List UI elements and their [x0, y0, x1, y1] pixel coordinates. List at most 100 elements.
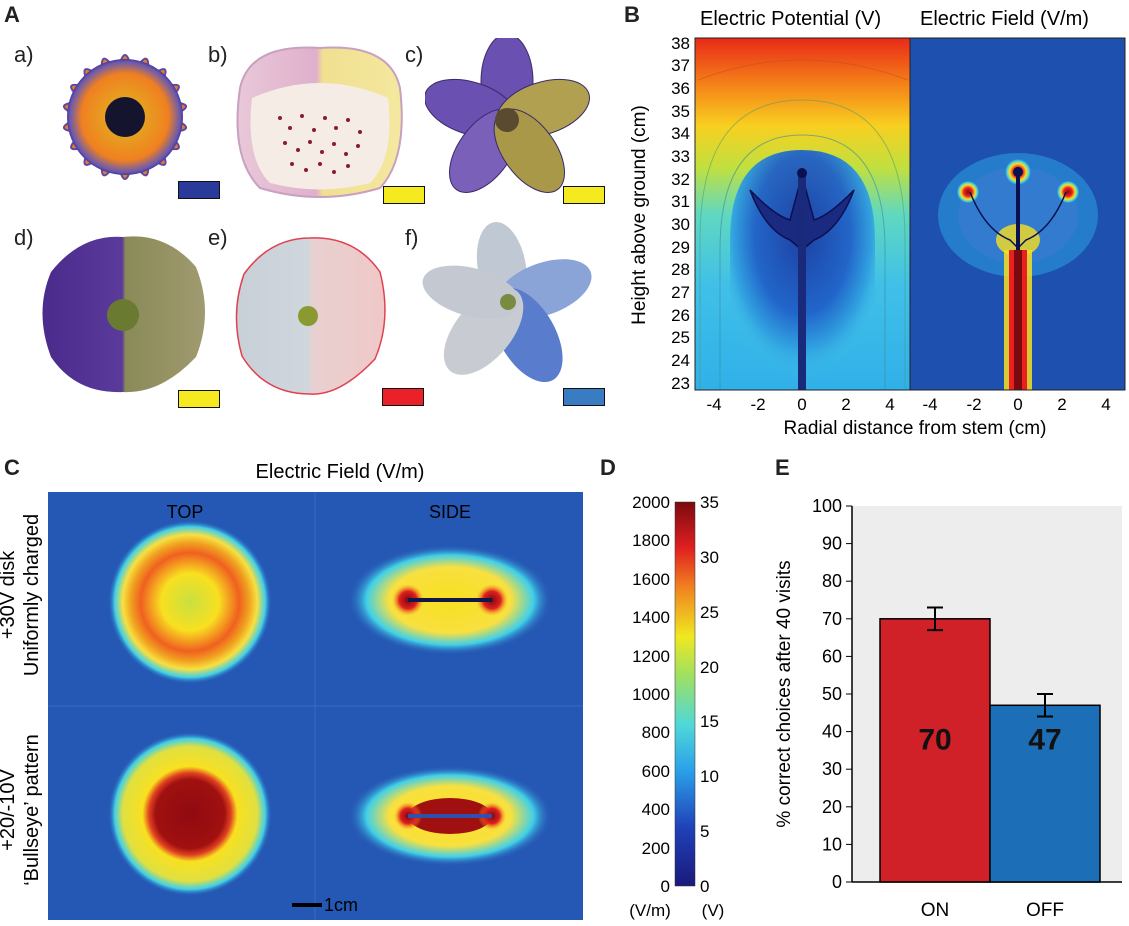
- panel-d-letter: D: [600, 455, 616, 480]
- d-right-tick: 5: [700, 822, 709, 841]
- e-bar-value-label: 70: [918, 724, 951, 757]
- d-right-tick: 30: [700, 548, 719, 567]
- b-ytick: 32: [671, 170, 690, 189]
- panel-b-yticks: 38 37 36 35 34 33 32 31 30 29 28 27 26 2…: [671, 34, 690, 393]
- b-ytick: 28: [671, 260, 690, 279]
- flower-e-image: [235, 237, 386, 395]
- d-left-tick: 400: [642, 800, 670, 819]
- flower-f-image: [422, 222, 592, 382]
- b-ytick: 38: [671, 34, 690, 53]
- e-ytick-label: 0: [832, 872, 842, 892]
- col-top-label: TOP: [167, 502, 204, 522]
- d-left-tick: 1600: [632, 570, 670, 589]
- b-ytick: 30: [671, 215, 690, 234]
- e-category-label: ON: [921, 900, 950, 921]
- flower-c-image: [425, 38, 590, 193]
- d-left-tick: 1200: [632, 647, 670, 666]
- b-xtick: -4: [706, 395, 721, 414]
- b-ytick: 25: [671, 328, 690, 347]
- b-xtick: 2: [841, 395, 850, 414]
- d-right-tick: 15: [700, 712, 719, 731]
- flower-c-label: c): [405, 42, 424, 67]
- d-right-tick: 0: [700, 877, 709, 896]
- swatch-d: [178, 390, 220, 408]
- flower-b-label: b): [208, 42, 228, 67]
- e-ytick-label: 90: [822, 534, 842, 554]
- e-ytick-label: 40: [822, 722, 842, 742]
- row1-label-line1: +30V disk: [0, 550, 19, 639]
- panel-b-xticks: -4 -2 0 2 4 -4 -2 0 2 4: [706, 395, 1110, 414]
- panel-e-bar-chart: % correct choices after 40 visits 100908…: [774, 496, 1122, 921]
- b-ytick: 35: [671, 102, 690, 121]
- b-ytick: 23: [671, 374, 690, 393]
- panel-e-letter: E: [775, 455, 790, 480]
- swatch-a: [178, 181, 220, 199]
- panel-c-figure: Electric Field (V/m) TOP SIDE Uniformly …: [0, 461, 583, 920]
- flower-f-label: f): [405, 225, 419, 250]
- d-right-tick: 35: [700, 493, 719, 512]
- panel-c-letter: C: [4, 455, 20, 480]
- d-right-unit: (V): [702, 901, 725, 920]
- b-ytick: 29: [671, 238, 690, 257]
- e-ytick-label: 10: [822, 834, 842, 854]
- b-xtick: -4: [922, 395, 937, 414]
- e-error-bar: [927, 606, 943, 632]
- scale-bar-label: 1cm: [324, 895, 358, 915]
- d-left-tick: 600: [642, 762, 670, 781]
- b-xtick: 4: [1101, 395, 1110, 414]
- e-bar-on: [879, 618, 991, 883]
- e-ytick-label: 50: [822, 684, 842, 704]
- panel-a-letter: A: [4, 2, 20, 27]
- b-ytick: 27: [671, 283, 690, 302]
- d-right-tick: 25: [700, 603, 719, 622]
- e-category-label: OFF: [1026, 900, 1064, 921]
- e-ytick-label: 70: [822, 609, 842, 629]
- swatch-f: [563, 388, 605, 406]
- b-xtick: 0: [797, 395, 806, 414]
- b-ytick: 34: [671, 124, 690, 143]
- panel-b-title-right: Electric Field (V/m): [920, 8, 1089, 30]
- b-ytick: 24: [671, 351, 690, 370]
- b-xtick: 2: [1057, 395, 1066, 414]
- b-xtick: 0: [1013, 395, 1022, 414]
- e-ytick-label: 100: [812, 496, 842, 516]
- e-ytick-label: 60: [822, 646, 842, 666]
- col-side-label: SIDE: [429, 502, 471, 522]
- swatch-c: [563, 186, 605, 204]
- panel-b-xlabel: Radial distance from stem (cm): [784, 418, 1047, 439]
- d-left-tick: 0: [661, 877, 670, 896]
- d-left-tick: 800: [642, 723, 670, 742]
- d-left-tick: 1400: [632, 608, 670, 627]
- flower-b-image: [236, 46, 403, 198]
- panel-b-letter: B: [624, 2, 640, 27]
- b-xtick: 4: [885, 395, 894, 414]
- panel-b-title-left: Electric Potential (V): [700, 8, 881, 30]
- e-ytick-label: 80: [822, 571, 842, 591]
- b-ytick: 37: [671, 56, 690, 75]
- d-left-tick: 1800: [632, 531, 670, 550]
- flower-d-image: [42, 236, 205, 393]
- swatch-e: [382, 388, 424, 406]
- d-left-tick: 2000: [632, 493, 670, 512]
- e-bar-off: [989, 704, 1101, 883]
- flower-a-image: [62, 54, 188, 180]
- e-ytick-label: 20: [822, 797, 842, 817]
- panel-d-colorbar: 2000 1800 1600 1400 1200 1000 800 600 40…: [629, 493, 725, 920]
- e-bar-value-label: 47: [1028, 724, 1061, 757]
- uniform-top-map: [108, 520, 272, 684]
- b-xtick: -2: [966, 395, 981, 414]
- row2-label-line2: ‘Bullseye’ pattern: [21, 734, 43, 886]
- d-left-tick: 200: [642, 839, 670, 858]
- flower-d-label: d): [14, 225, 34, 250]
- flower-e-label: e): [208, 225, 228, 250]
- panel-b-figure: Electric Potential (V) Electric Field (V…: [629, 8, 1126, 439]
- b-ytick: 33: [671, 147, 690, 166]
- flower-a-label: a): [14, 42, 34, 67]
- b-ytick: 31: [671, 192, 690, 211]
- panel-b-ylabel: Height above ground (cm): [629, 105, 650, 325]
- e-error-bar: [1037, 693, 1053, 718]
- d-left-tick: 1000: [632, 685, 670, 704]
- swatch-b: [383, 186, 425, 204]
- b-ytick: 26: [671, 306, 690, 325]
- b-ytick: 36: [671, 79, 690, 98]
